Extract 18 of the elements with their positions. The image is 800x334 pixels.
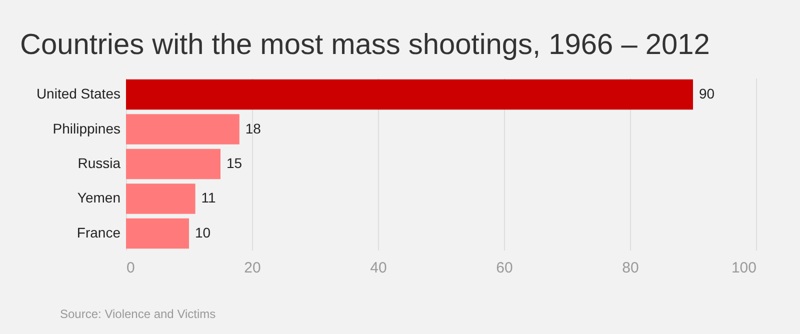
x-tick-label: 40 [370, 260, 387, 276]
y-tick-label: Russia [78, 155, 121, 171]
x-tick-label: 60 [496, 260, 513, 276]
x-tick-label: 0 [126, 260, 135, 276]
y-tick-label: France [76, 224, 121, 240]
x-tick-label: 20 [244, 260, 261, 276]
y-tick-label: Philippines [52, 120, 120, 136]
y-tick-label: Yemen [77, 190, 120, 206]
x-tick-label: 100 [731, 260, 756, 276]
data-label: 10 [195, 224, 211, 240]
data-label: 11 [201, 190, 216, 206]
data-label: 18 [245, 120, 262, 136]
data-label: 90 [699, 86, 715, 102]
x-tick-label: 80 [622, 260, 639, 276]
chart-title: Countries with the most mass shootings, 1966 – 2012 [20, 29, 710, 61]
source-note: Source: Violence and Victims [60, 307, 216, 321]
data-label: 15 [226, 155, 242, 171]
y-tick-label: United States [36, 86, 120, 102]
